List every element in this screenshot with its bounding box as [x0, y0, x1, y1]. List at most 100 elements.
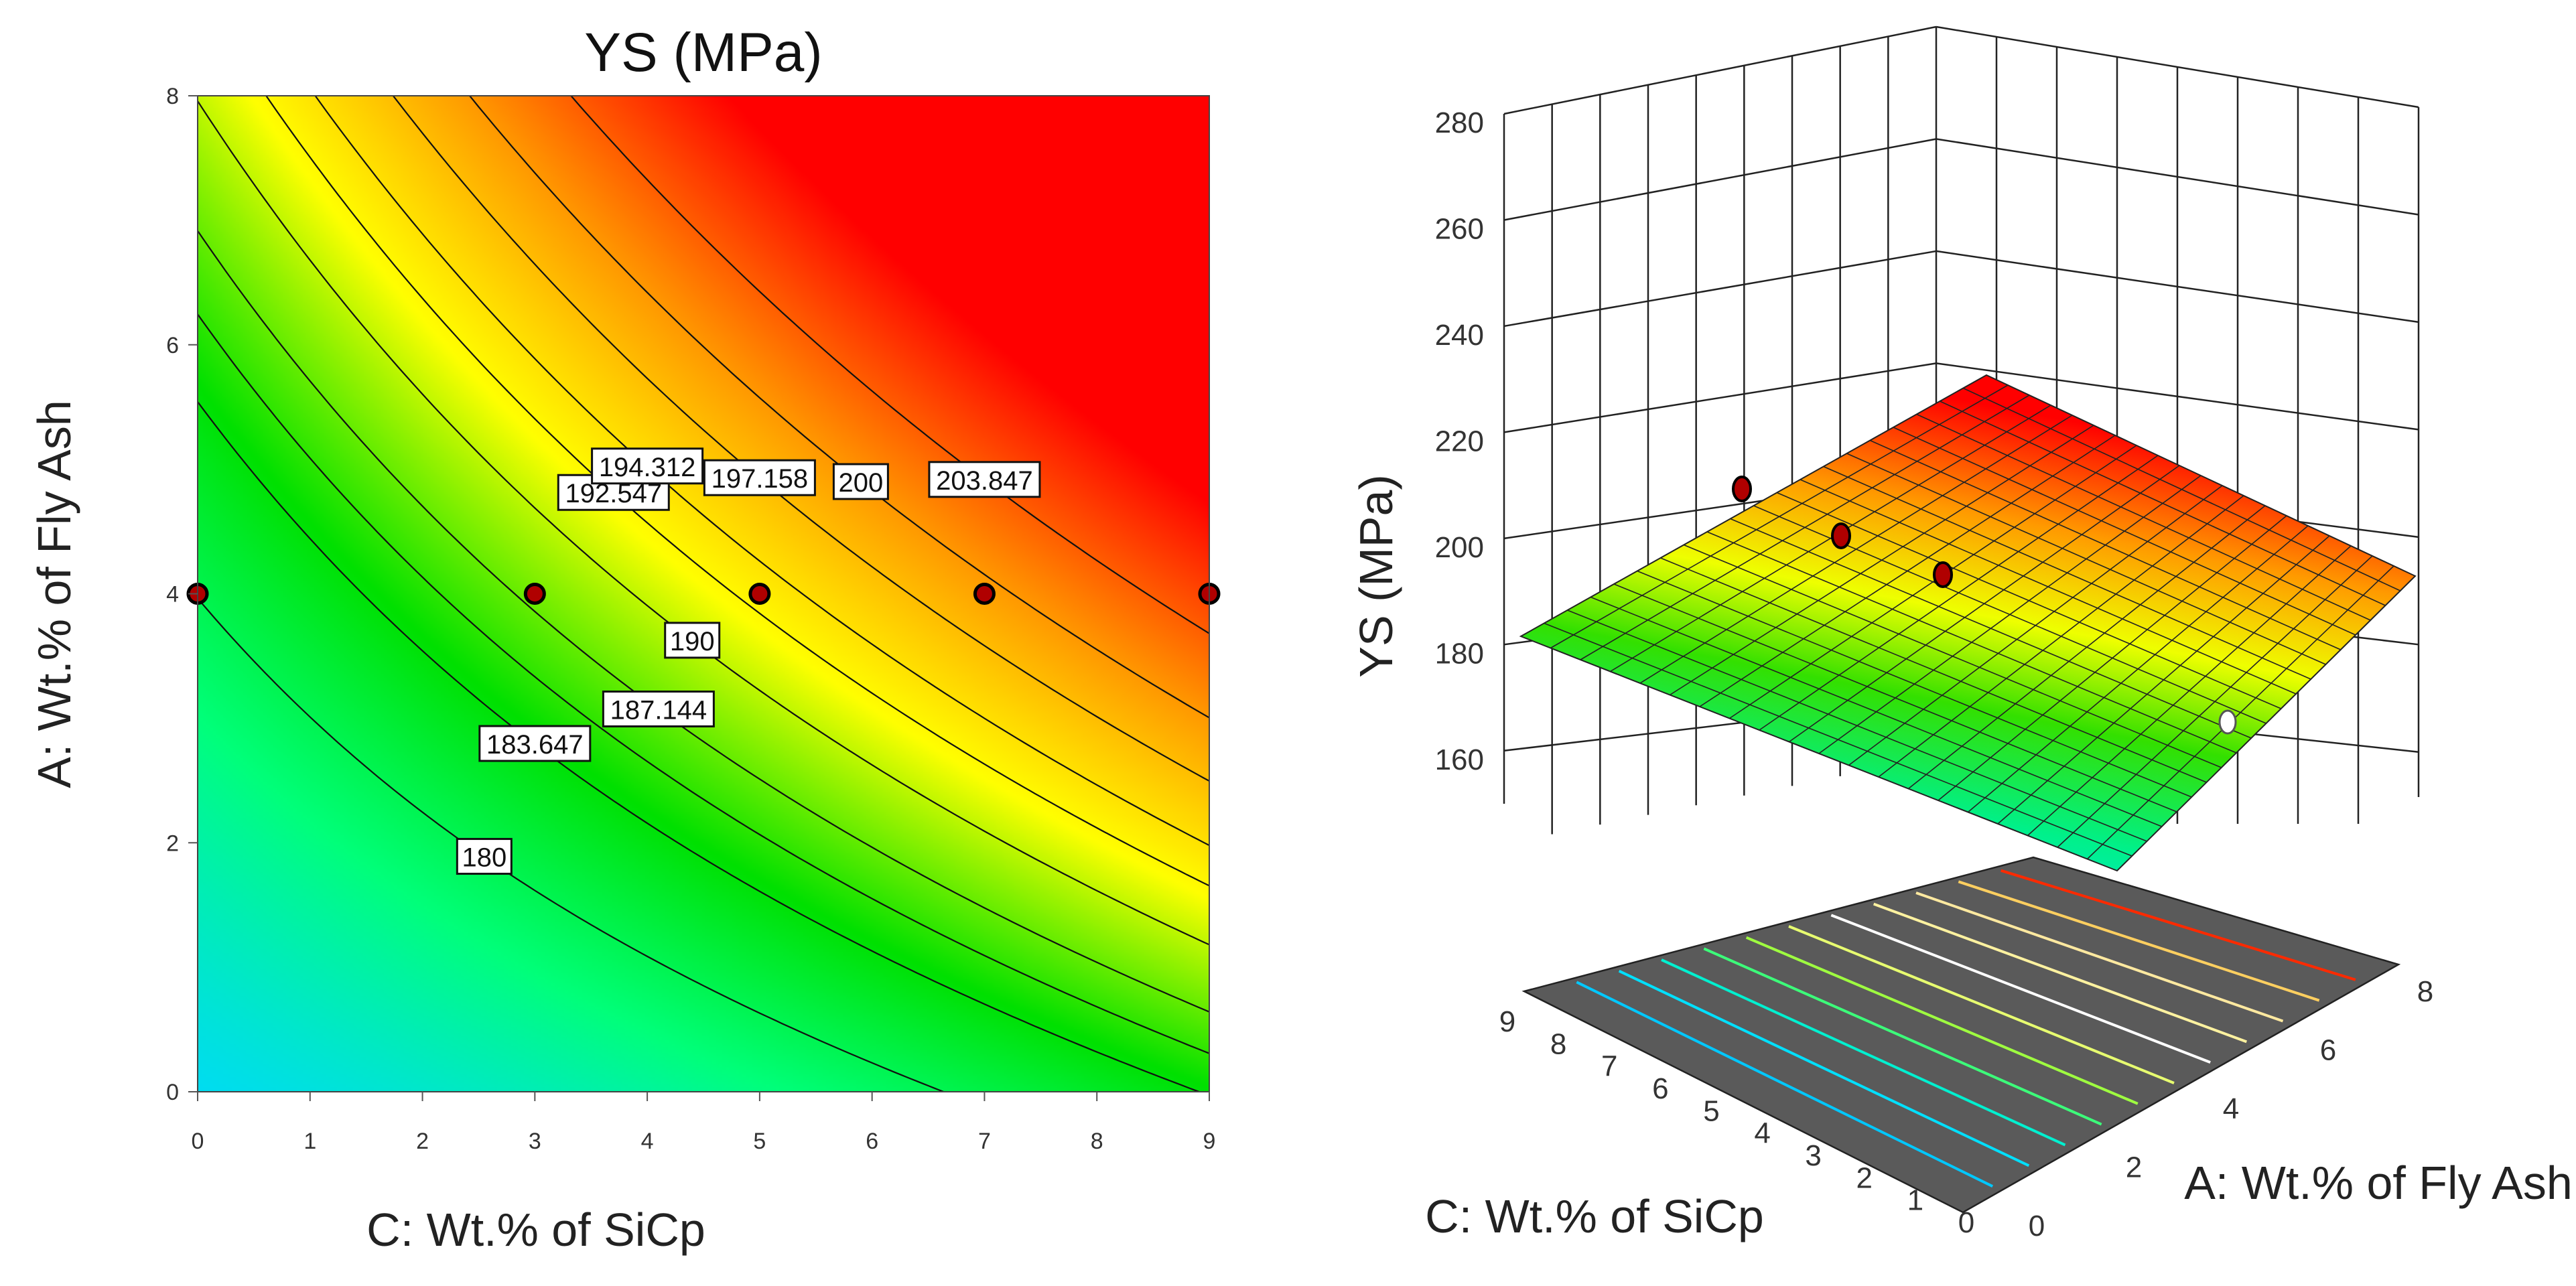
design-point-3d-0 — [1732, 476, 1752, 502]
x-tick-label: 2 — [416, 1129, 429, 1154]
design-point-3d-1 — [1831, 522, 1851, 549]
y-tick-label: 6 — [166, 333, 179, 358]
x-tick-label: 9 — [1203, 1129, 1216, 1154]
contour-line-8 — [468, 96, 1209, 719]
contour-line-1 — [198, 401, 1201, 1092]
svg-text:190: 190 — [670, 627, 715, 656]
sicp-tick-label: 6 — [1652, 1072, 1668, 1105]
z-tick-label: 160 — [1435, 743, 1484, 776]
surface-mesh — [1544, 384, 2401, 860]
y-tick-label: 4 — [166, 582, 179, 608]
z-tick-label: 240 — [1435, 319, 1484, 352]
flyash-axis-ticks: 0 2 4 6 8 — [2029, 975, 2433, 1242]
design-point-2 — [748, 583, 771, 605]
sicp-tick-label: 4 — [1754, 1117, 1770, 1150]
sicp-axis-title: C: Wt.% of SiCp — [1425, 1190, 1764, 1242]
sicp-tick-label: 7 — [1601, 1050, 1617, 1083]
sicp-tick-label: 2 — [1856, 1161, 1873, 1194]
z-tick-label: 200 — [1435, 531, 1484, 564]
floor-contour-line — [1618, 969, 2030, 1167]
design-point-3d-below — [2218, 709, 2237, 735]
contour-label-7: 197.158 — [703, 459, 816, 496]
x-tick-label: 3 — [529, 1129, 541, 1154]
flyash-tick-label: 4 — [2223, 1092, 2239, 1125]
svg-text:197.158: 197.158 — [711, 464, 809, 494]
design-points-3d — [1732, 476, 2237, 735]
flyash-tick-label: 8 — [2417, 975, 2433, 1008]
contour-label-0: 180 — [456, 838, 513, 875]
x-tick-label: 1 — [303, 1129, 316, 1154]
sicp-tick-label: 3 — [1805, 1139, 1821, 1172]
floor-contours — [1576, 869, 2356, 1188]
3d-floor — [1521, 856, 2401, 1214]
contour-chart: YS (MPa) 180183.647187.144190192.547194.… — [28, 22, 1221, 1256]
contour-label-4: 190 — [664, 622, 721, 659]
floor-contour-line — [1703, 947, 2102, 1126]
floor-contour-line — [1873, 902, 2248, 1044]
z-tick-label: 260 — [1435, 212, 1484, 245]
y-axis-title: A: Wt.% of Fly Ash — [28, 400, 80, 788]
y-axis-ticks: 0 2 4 6 8 — [166, 84, 198, 1105]
svg-text:187.144: 187.144 — [610, 696, 707, 725]
contour-heatmap — [198, 96, 1209, 1092]
design-point-1 — [523, 583, 546, 605]
contour-line-9 — [569, 96, 1209, 634]
flyash-tick-label: 0 — [2029, 1210, 2045, 1242]
sicp-tick-label: 5 — [1703, 1094, 1719, 1127]
flyash-tick-label: 2 — [2126, 1151, 2142, 1184]
contour-label-3: 187.144 — [602, 691, 715, 728]
x-tick-label: 6 — [866, 1129, 878, 1154]
x-tick-label: 0 — [192, 1129, 204, 1154]
floor-contour-line — [1788, 925, 2175, 1084]
contour-line-5 — [265, 96, 1209, 887]
y-tick-label: 8 — [166, 84, 179, 109]
flyash-axis-title: A: Wt.% of Fly Ash — [2184, 1157, 2573, 1209]
contour-label-6: 194.312 — [591, 447, 704, 485]
svg-text:180: 180 — [462, 843, 506, 873]
contour-line-3 — [198, 230, 1209, 1013]
floor-contour-line — [1745, 936, 2139, 1105]
svg-text:200: 200 — [839, 468, 884, 498]
floor-contour-line — [1576, 981, 1994, 1188]
z-tick-label: 220 — [1435, 425, 1484, 457]
svg-text:183.647: 183.647 — [486, 730, 584, 760]
contour-label-8: 200 — [832, 463, 889, 500]
sicp-tick-label: 9 — [1499, 1005, 1515, 1038]
x-tick-label: 4 — [641, 1129, 654, 1154]
surface-chart: 160 180 200 220 240 260 280 9 8 7 6 5 4 3 2 1 0 0 2 4 6 8 Y… — [1350, 25, 2573, 1242]
response-surface — [1519, 374, 2417, 872]
x-axis-ticks: 0 1 2 3 4 5 6 7 8 9 — [192, 1092, 1216, 1154]
x-tick-label: 8 — [1091, 1129, 1103, 1154]
sicp-axis-ticks: 9 8 7 6 5 4 3 2 1 0 — [1499, 1005, 1974, 1239]
contour-line-0 — [198, 597, 946, 1092]
svg-text:194.312: 194.312 — [599, 453, 696, 482]
z-tick-label: 180 — [1435, 637, 1484, 670]
z-axis-ticks: 160 180 200 220 240 260 280 — [1435, 106, 1484, 776]
sicp-tick-label: 0 — [1958, 1206, 1974, 1239]
sicp-tick-label: 8 — [1550, 1027, 1566, 1060]
design-points — [186, 583, 1221, 605]
y-tick-label: 2 — [166, 831, 179, 856]
contour-line-7 — [392, 96, 1209, 782]
floor-contour-line — [1661, 958, 2066, 1147]
svg-text:203.847: 203.847 — [936, 466, 1033, 496]
floor-contour-line — [2001, 869, 2356, 981]
sicp-tick-label: 1 — [1907, 1184, 1923, 1217]
contour-label-1: 183.647 — [478, 725, 592, 762]
floor-contour-line — [1958, 880, 2320, 1002]
x-tick-label: 5 — [753, 1129, 766, 1154]
x-tick-label: 7 — [978, 1129, 991, 1154]
x-axis-title: C: Wt.% of SiCp — [366, 1204, 705, 1256]
z-axis-title: YS (MPa) — [1350, 474, 1402, 677]
design-point-3d-2 — [1933, 561, 1953, 588]
contour-line-2 — [198, 313, 1209, 1054]
contour-title: YS (MPa) — [584, 22, 822, 83]
floor-contour-line — [1830, 914, 2211, 1064]
contour-label-9: 203.847 — [928, 461, 1041, 498]
floor-contour-line — [1915, 891, 2284, 1023]
contour-line-6 — [314, 96, 1209, 847]
z-tick-label: 280 — [1435, 106, 1484, 139]
y-tick-label: 0 — [166, 1080, 179, 1105]
